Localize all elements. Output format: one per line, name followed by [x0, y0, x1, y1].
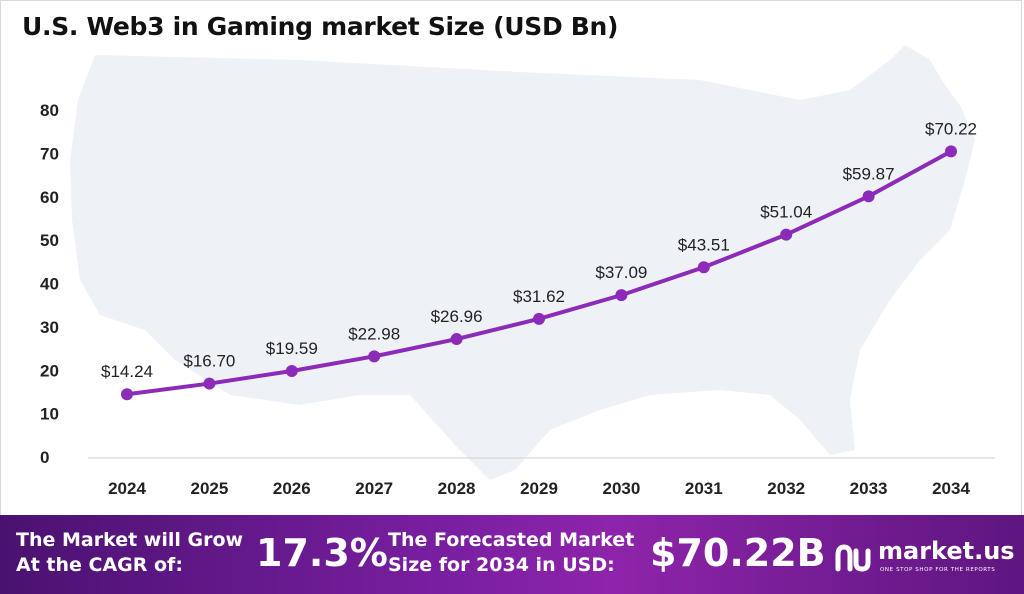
- data-point: [203, 377, 216, 390]
- x-tick-label: 2032: [767, 479, 805, 498]
- x-tick-label: 2034: [932, 479, 970, 498]
- forecast-value: $70.22B: [650, 531, 826, 575]
- data-point: [945, 145, 957, 158]
- data-point: [862, 190, 875, 203]
- data-point: [697, 261, 710, 274]
- cagr-label-line1: The Market will Grow: [16, 529, 244, 551]
- x-tick-label: 2029: [520, 479, 558, 498]
- y-tick-label: 20: [40, 361, 59, 380]
- data-label: $59.87: [843, 164, 895, 183]
- data-point: [533, 312, 545, 325]
- forecast-label-line2: Size for 2034 in USD:: [388, 554, 615, 576]
- data-point: [368, 350, 381, 363]
- data-point: [450, 333, 463, 346]
- y-tick-label: 70: [40, 144, 59, 163]
- data-point: [285, 365, 298, 378]
- data-point: [780, 228, 793, 241]
- data-label: $19.59: [266, 339, 318, 358]
- y-tick-label: 30: [40, 318, 59, 337]
- us-map-background: [70, 45, 975, 480]
- x-tick-label: 2030: [602, 479, 640, 498]
- data-label: $26.96: [431, 307, 483, 326]
- y-tick-label: 10: [40, 405, 59, 424]
- forecast-label-line1: The Forecasted Market: [388, 529, 635, 551]
- logo-wordmark: market.us: [878, 537, 1015, 565]
- y-tick-label: 50: [40, 231, 59, 250]
- data-label: $70.22: [925, 119, 977, 138]
- data-label: $22.98: [348, 324, 400, 343]
- logo-tagline: ONE STOP SHOP FOR THE REPORTS: [880, 567, 996, 573]
- x-tick-label: 2025: [190, 479, 228, 498]
- y-tick-label: 60: [40, 188, 59, 207]
- summary-banner: The Market will Grow At the CAGR of: 17.…: [0, 515, 1024, 594]
- data-label: $43.51: [678, 235, 730, 254]
- x-tick-label: 2026: [273, 479, 311, 498]
- x-tick-label: 2033: [850, 479, 888, 498]
- y-tick-label: 80: [40, 101, 59, 120]
- data-label: $31.62: [513, 287, 565, 306]
- x-tick-label: 2031: [685, 479, 723, 498]
- cagr-label-line2: At the CAGR of:: [16, 554, 183, 576]
- y-axis: 0 10 20 30 40 50 60 70 80: [40, 101, 59, 467]
- data-point: [121, 388, 133, 401]
- x-tick-label: 2028: [438, 479, 476, 498]
- logo-mark-icon: [835, 544, 871, 572]
- data-label: $16.70: [183, 352, 235, 371]
- x-tick-label: 2027: [355, 479, 393, 498]
- cagr-value: 17.3%: [256, 531, 388, 575]
- x-tick-label: 2024: [108, 479, 146, 498]
- plot-area: $14.24 $16.70 $19.59 $22.98 $26.96 $31.62 $37.…: [101, 119, 977, 401]
- data-label: $37.09: [595, 263, 647, 282]
- market-us-logo[interactable]: market.us ONE STOP SHOP FOR THE REPORTS: [832, 537, 1017, 577]
- data-point: [615, 289, 628, 302]
- y-tick-label: 40: [40, 275, 59, 294]
- y-tick-label: 0: [40, 448, 49, 467]
- chart-title: U.S. Web3 in Gaming market Size (USD Bn): [22, 12, 619, 41]
- data-label: $51.04: [760, 203, 812, 222]
- x-axis: 2024 2025 2026 2027 2028 2029 2030 2031 2032 2033…: [108, 479, 970, 498]
- data-label: $14.24: [101, 362, 153, 381]
